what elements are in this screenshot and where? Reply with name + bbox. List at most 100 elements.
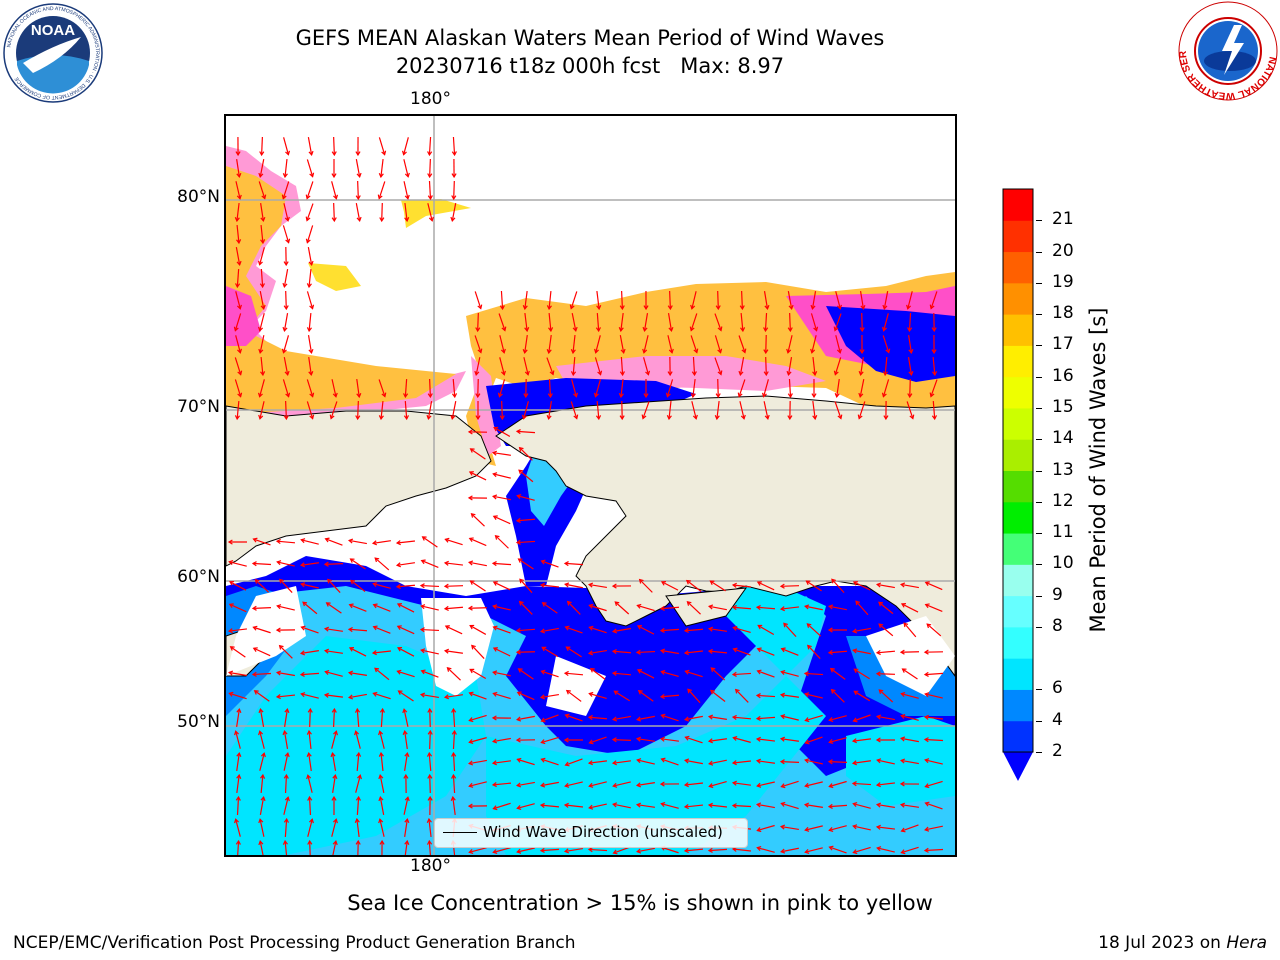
wind-wave-arrowhead <box>252 625 258 631</box>
wind-wave-arrowhead <box>443 560 449 566</box>
wind-wave-arrowhead <box>281 194 287 200</box>
wind-wave-arrow <box>932 400 936 420</box>
wind-wave-arrow <box>428 818 432 838</box>
wind-wave-arrow <box>493 847 511 853</box>
wind-wave-arrowhead <box>803 671 809 677</box>
wind-wave-arrowhead <box>787 327 793 333</box>
wind-wave-arrow <box>637 625 655 635</box>
wind-wave-arrow <box>452 796 456 816</box>
wind-wave-arrow <box>757 670 775 678</box>
wind-wave-arrow <box>883 291 889 309</box>
wind-wave-arrowhead <box>755 758 762 764</box>
nws-logo: NATIONAL WEATHER SERVICE <box>1178 1 1278 101</box>
wind-wave-arrowhead <box>378 730 384 736</box>
wind-wave-arrow <box>518 668 534 680</box>
wind-wave-arrow <box>540 848 560 852</box>
wind-wave-arrowhead <box>252 647 258 652</box>
wind-wave-arrow <box>781 780 799 788</box>
wind-wave-arrow <box>306 401 314 419</box>
wind-wave-arrow <box>372 650 392 654</box>
wind-wave-arrow <box>397 625 415 635</box>
wind-wave-arrow <box>925 604 943 612</box>
wind-wave-arrow <box>523 401 529 419</box>
wind-wave-arrowhead <box>251 671 257 677</box>
wind-wave-arrow <box>253 538 271 546</box>
colorbar-band <box>1003 345 1033 378</box>
wind-wave-arrow <box>661 803 679 809</box>
wind-wave-arrowhead <box>516 691 522 697</box>
wind-wave-arrowhead <box>827 649 833 656</box>
wind-wave-arrowhead <box>878 689 884 694</box>
wind-wave-arrowhead <box>539 802 545 809</box>
wind-wave-arrowhead <box>284 370 290 376</box>
wind-wave-arrowhead <box>618 393 624 399</box>
wind-wave-arrowhead <box>828 826 834 832</box>
wind-wave-arrowhead <box>687 688 692 694</box>
wind-wave-arrowhead <box>492 494 498 500</box>
wind-wave-arrow <box>403 159 409 177</box>
wind-wave-arrow <box>308 730 312 750</box>
colorbar-band <box>1003 376 1033 409</box>
wind-wave-arrowhead <box>715 393 721 399</box>
wind-wave-arrow <box>660 606 680 610</box>
wind-wave-arrow <box>229 561 247 567</box>
wind-wave-arrowhead <box>756 647 762 653</box>
wind-wave-arrow <box>259 841 264 855</box>
wind-wave-arrowhead <box>564 582 570 588</box>
wind-wave-arrowhead <box>524 370 530 376</box>
wind-wave-arrowhead <box>540 559 546 565</box>
wind-wave-arrowhead <box>611 648 617 655</box>
wind-wave-arrowhead <box>378 751 384 757</box>
wind-wave-arrowhead <box>667 305 673 311</box>
wind-wave-arrow <box>475 357 481 375</box>
colorbar-band <box>1003 439 1033 471</box>
wind-wave-arrow <box>235 181 241 199</box>
wind-wave-arrowhead <box>468 849 474 855</box>
wind-wave-arrow <box>637 715 655 721</box>
wind-wave-arrow <box>429 158 431 178</box>
wind-wave-arrow <box>590 668 606 680</box>
wind-wave-arrow <box>308 796 312 816</box>
wind-wave-arrow <box>621 290 623 310</box>
wind-wave-arrowhead <box>541 602 547 607</box>
wind-wave-arrow <box>380 400 384 420</box>
wind-wave-arrowhead <box>780 848 786 854</box>
wind-wave-arrow <box>925 581 943 591</box>
wind-wave-arrow <box>589 692 607 700</box>
wind-wave-arrow <box>259 379 265 397</box>
wind-wave-arrow <box>469 781 487 787</box>
wind-wave-arrow <box>452 378 456 398</box>
wind-wave-arrow <box>614 690 630 702</box>
wind-wave-arrowhead <box>236 172 242 179</box>
wind-wave-arrow <box>571 379 577 397</box>
wind-wave-arrow <box>396 540 416 544</box>
wind-wave-arrowhead <box>539 582 545 588</box>
wind-wave-arrow <box>540 584 560 588</box>
wind-wave-arrow <box>853 649 871 655</box>
wind-wave-arrowhead <box>332 818 338 824</box>
wind-wave-arrow <box>637 847 655 853</box>
wind-wave-arrowhead <box>260 752 266 758</box>
wind-wave-arrow <box>452 774 456 794</box>
wind-wave-arrow <box>524 335 528 353</box>
wind-wave-arrowhead <box>354 707 361 713</box>
colorbar-tick-label: 18 <box>1052 303 1074 324</box>
wind-wave-arrowhead <box>379 217 385 223</box>
wind-wave-arrowhead <box>779 692 786 698</box>
wind-wave-arrowhead <box>908 370 914 377</box>
wind-wave-arrow <box>355 203 361 221</box>
wind-wave-arrowhead <box>929 392 935 398</box>
wind-wave-arrowhead <box>419 692 426 698</box>
wind-wave-arrowhead <box>899 758 906 764</box>
wind-wave-arrowhead <box>516 805 522 811</box>
wind-wave-arrow <box>548 335 552 353</box>
colorbar-tick-mark <box>1036 533 1042 535</box>
wind-wave-arrowhead <box>515 429 521 435</box>
wind-wave-arrow <box>692 356 696 376</box>
wind-wave-arrowhead <box>401 150 407 156</box>
wind-wave-arrow <box>810 313 818 331</box>
wind-wave-arrowhead <box>595 327 602 333</box>
wind-wave-arrowhead <box>683 627 689 634</box>
wind-wave-arrowhead <box>924 692 930 698</box>
wind-wave-arrowhead <box>501 326 507 332</box>
